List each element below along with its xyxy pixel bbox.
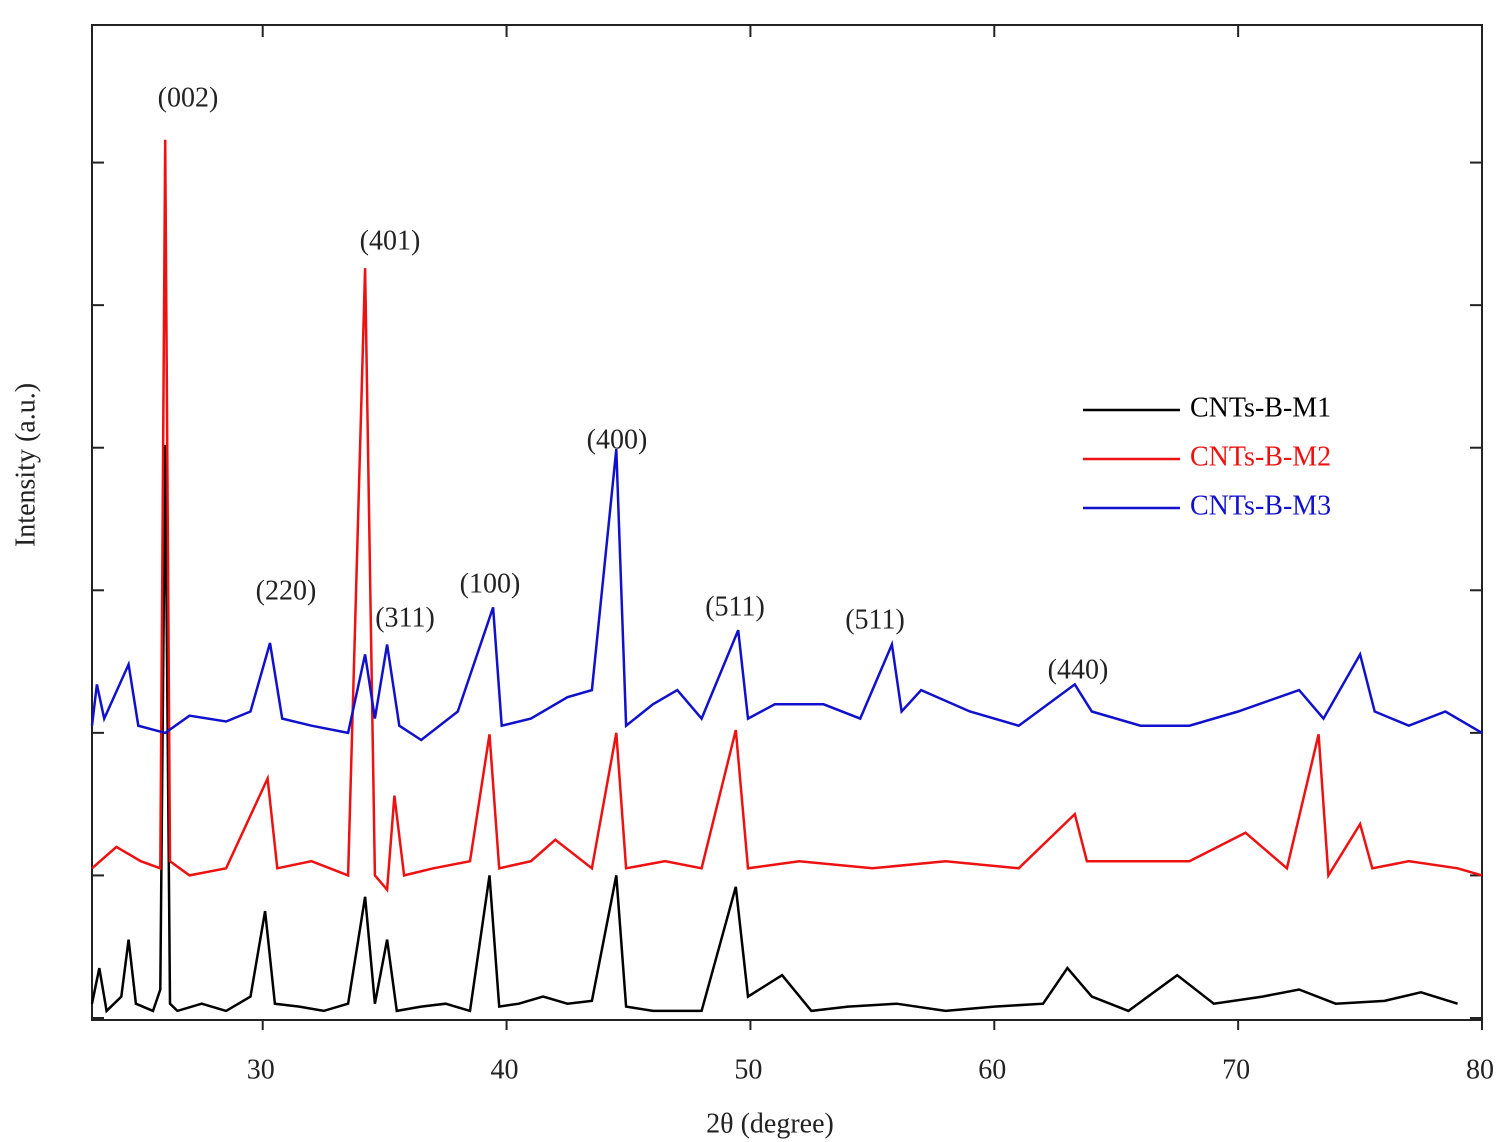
x-tick-label: 40 xyxy=(491,1054,519,1085)
x-tick-label: 70 xyxy=(1222,1054,1250,1085)
y-axis-label: Intensity (a.u.) xyxy=(10,383,41,547)
x-axis-label: 2θ (degree) xyxy=(706,1108,834,1139)
x-tick-label: 50 xyxy=(734,1054,762,1085)
peak-annotation: (400) xyxy=(587,424,648,455)
x-tick-label: 30 xyxy=(247,1054,275,1085)
peak-annotation: (511) xyxy=(705,591,765,622)
peak-annotation: (100) xyxy=(460,568,521,599)
peak-annotation: (440) xyxy=(1048,654,1109,685)
legend-label: CNTs-B-M2 xyxy=(1190,441,1331,472)
series-line xyxy=(91,139,1483,893)
plot-frame xyxy=(91,24,1483,1021)
legend-label: CNTs-B-M3 xyxy=(1190,490,1331,521)
peak-annotation: (311) xyxy=(375,602,435,633)
x-tick-label: 60 xyxy=(978,1054,1006,1085)
x-tick-label: 80 xyxy=(1466,1054,1494,1085)
peak-annotation: (002) xyxy=(158,82,219,113)
legend-label: CNTs-B-M1 xyxy=(1190,392,1331,423)
series-line xyxy=(90,444,1458,1014)
peak-annotation: (220) xyxy=(256,575,317,606)
peak-annotation: (401) xyxy=(360,225,421,256)
series-line xyxy=(90,448,1483,742)
peak-annotation: (511) xyxy=(845,604,905,635)
